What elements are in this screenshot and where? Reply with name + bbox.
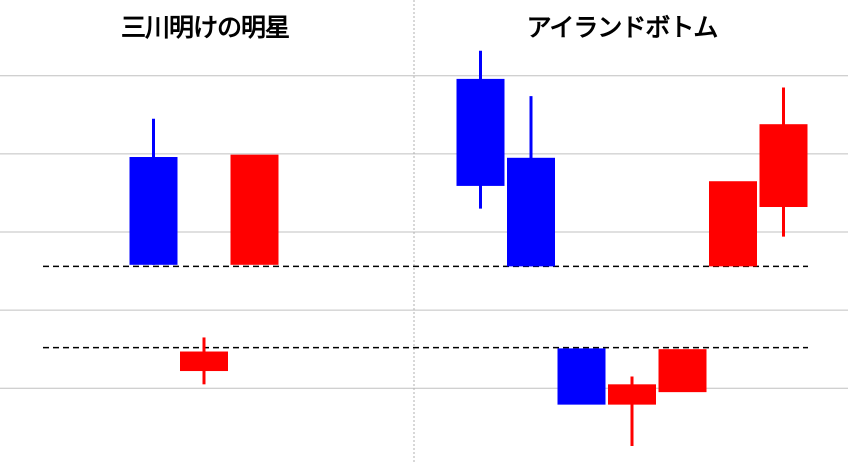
candle-body: [230, 154, 279, 265]
candle-body: [456, 78, 505, 186]
panel-title-island-bottom: アイランドボトム: [526, 13, 719, 42]
candle-body: [129, 157, 178, 265]
candle-body: [507, 157, 555, 267]
candle-body: [608, 384, 656, 405]
candle-body: [180, 351, 228, 372]
candle-body: [658, 349, 707, 393]
candle-body: [709, 181, 757, 267]
panel-title-morning-star: 三川明けの明星: [120, 13, 290, 42]
candle-body: [759, 124, 808, 208]
candle-body: [557, 348, 606, 405]
